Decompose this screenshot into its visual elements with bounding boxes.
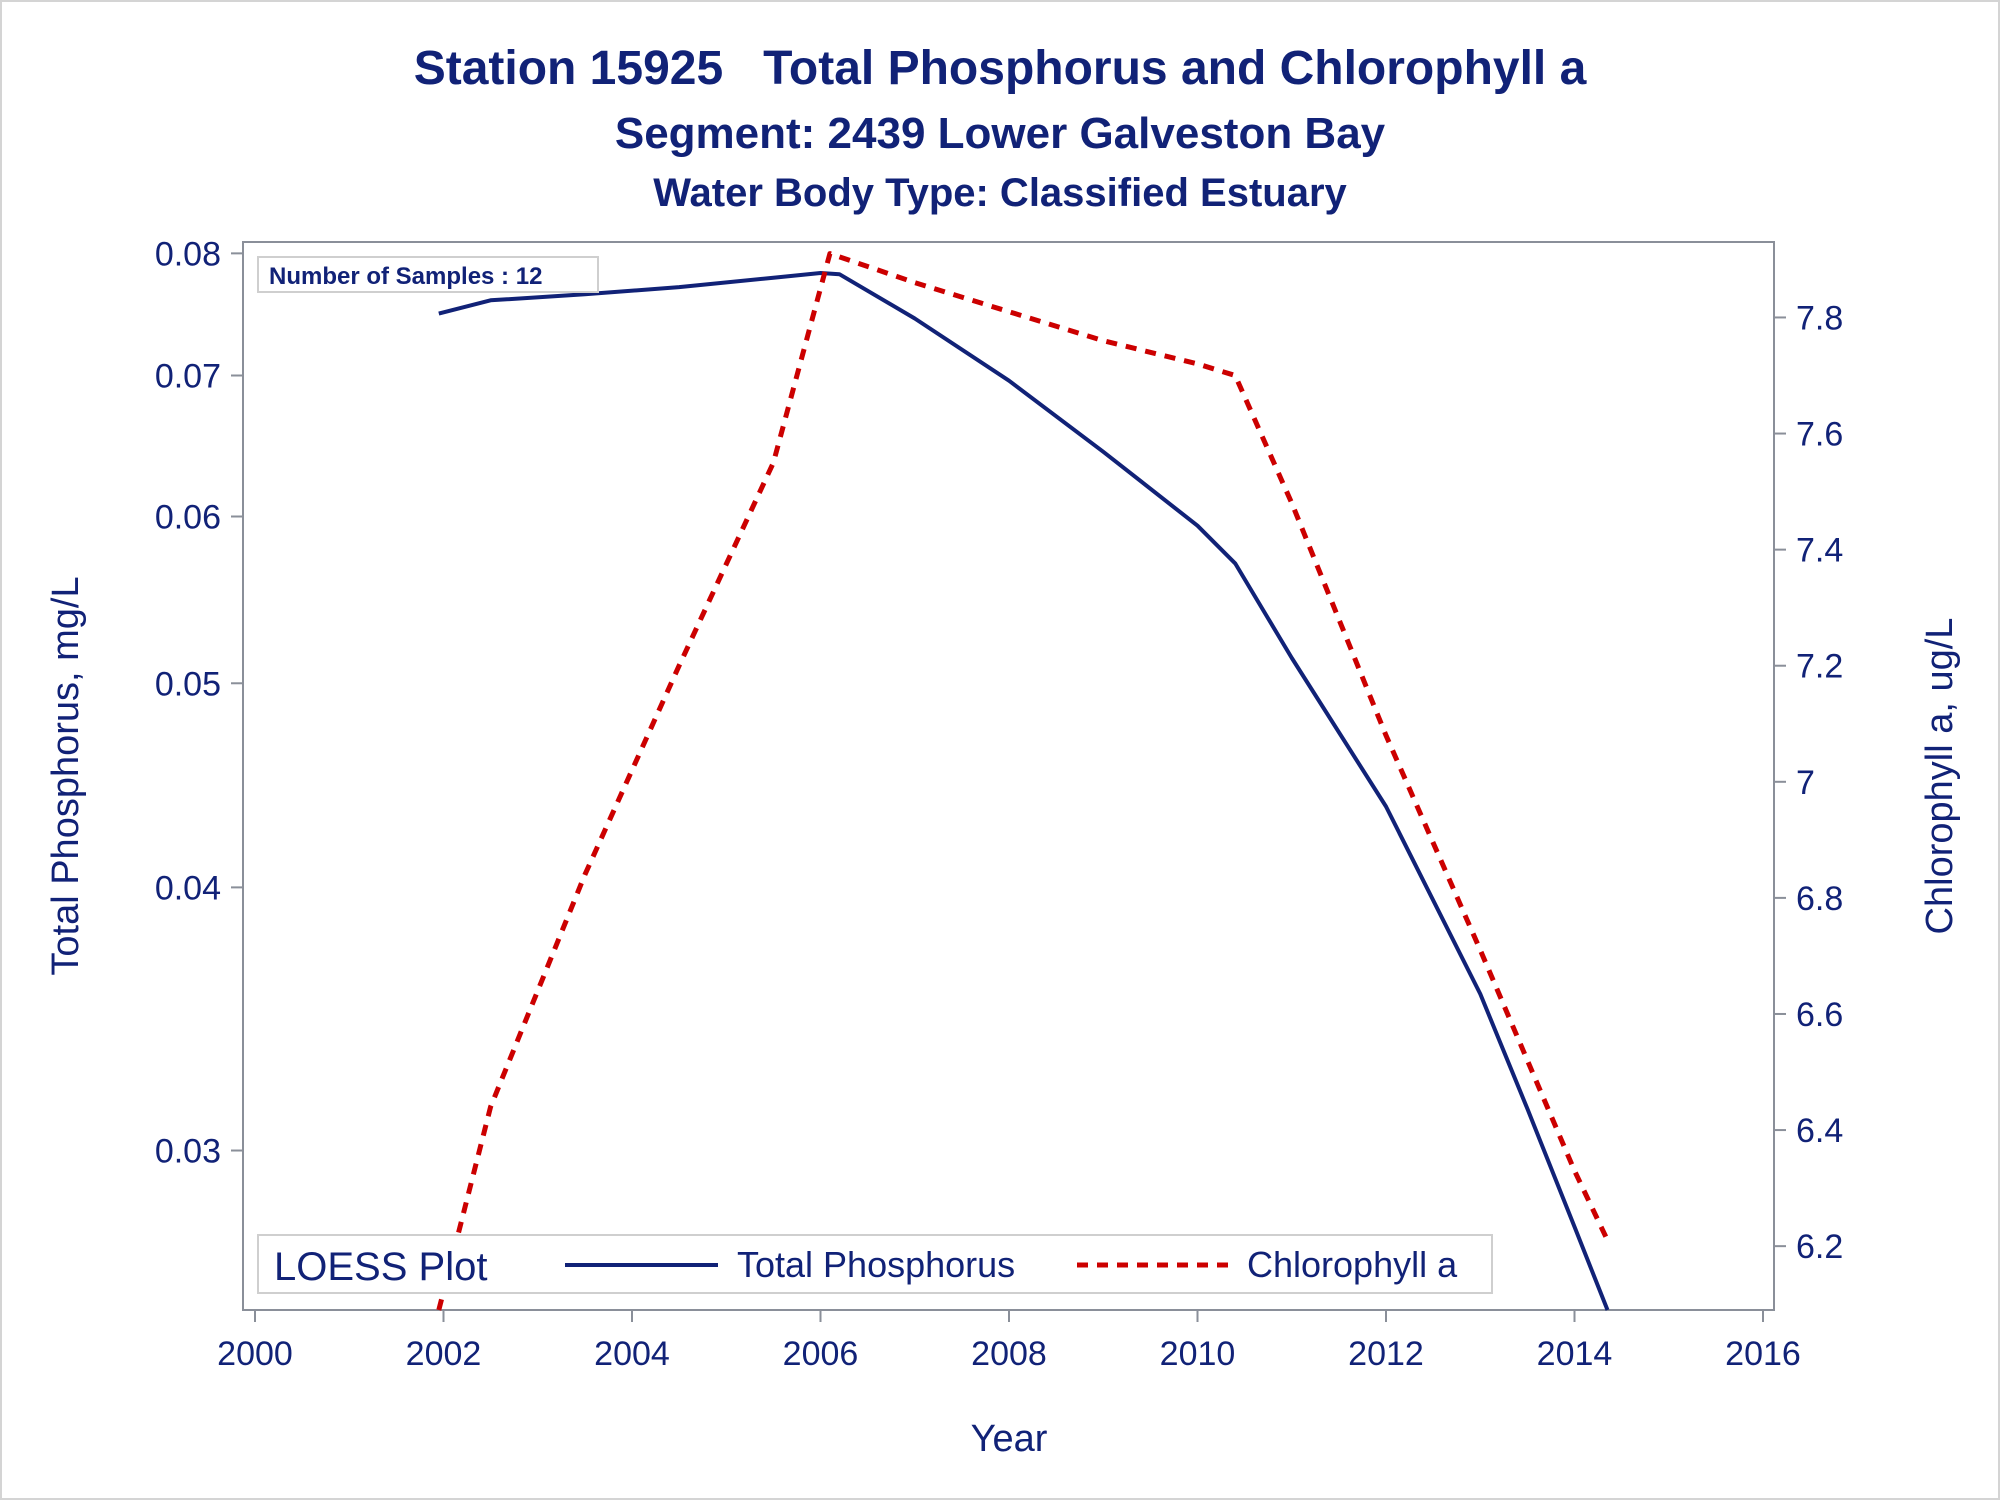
x-tick-label: 2002 bbox=[406, 1335, 482, 1373]
y-axis-right: 6.2 6.4 6.6 6.8 7 7.2 7.4 7.6 7.8 bbox=[1774, 299, 1843, 1266]
y-right-tick-label: 6.8 bbox=[1796, 880, 1843, 918]
y-left-tick-label: 0.08 bbox=[155, 235, 221, 273]
y-right-tick-label: 7.4 bbox=[1796, 532, 1843, 570]
y-right-tick-label: 6.2 bbox=[1796, 1228, 1843, 1266]
series-line-total-phosphorus bbox=[438, 271, 1610, 1311]
series-line-chlorophyll-a bbox=[436, 251, 1610, 1311]
y-axis-right-label: Chlorophyll a, ug/L bbox=[1919, 618, 1961, 935]
x-tick-label: 2006 bbox=[783, 1335, 859, 1373]
y-right-tick-label: 7.6 bbox=[1796, 416, 1843, 454]
y-left-tick-label: 0.07 bbox=[155, 358, 221, 396]
legend-box bbox=[257, 1234, 1493, 1294]
x-tick-label: 2004 bbox=[594, 1335, 670, 1373]
samples-annotation-box bbox=[257, 256, 599, 293]
legend-label-chlorophyll-a: Chlorophyll a bbox=[1247, 1244, 1458, 1285]
y-left-tick-label: 0.03 bbox=[155, 1133, 221, 1171]
y-right-tick-label: 7.8 bbox=[1796, 299, 1843, 337]
samples-annotation: Number of Samples : 12 bbox=[269, 263, 542, 290]
y-right-tick-label: 6.6 bbox=[1796, 996, 1843, 1034]
x-axis: 2000 2002 2004 2006 2008 2010 2012 2014 2016 bbox=[217, 1310, 1801, 1373]
y-left-tick-label: 0.05 bbox=[155, 665, 221, 703]
y-axis-left-label: Total Phosphorus, mg/L bbox=[45, 576, 87, 975]
x-axis-label: Year bbox=[971, 1418, 1048, 1460]
y-right-tick-label: 6.4 bbox=[1796, 1112, 1843, 1150]
y-right-tick-label: 7.2 bbox=[1796, 648, 1843, 686]
y-left-tick-label: 0.06 bbox=[155, 499, 221, 537]
series-layer bbox=[436, 251, 1610, 1311]
legend: LOESS Plot Total Phosphorus Chlorophyll … bbox=[257, 1234, 1493, 1294]
x-tick-label: 2014 bbox=[1537, 1335, 1613, 1373]
chart-subtitle: Segment: 2439 Lower Galveston Bay bbox=[615, 109, 1386, 158]
x-tick-label: 2008 bbox=[971, 1335, 1047, 1373]
x-tick-label: 2010 bbox=[1160, 1335, 1236, 1373]
legend-title: LOESS Plot bbox=[274, 1245, 487, 1289]
y-axis-left: 0.03 0.04 0.05 0.06 0.07 0.08 bbox=[155, 235, 243, 1171]
chart-subtitle-2: Water Body Type: Classified Estuary bbox=[653, 171, 1347, 215]
chart-title: Station 15925 Total Phosphorus and Chlor… bbox=[414, 42, 1587, 95]
y-left-tick-label: 0.04 bbox=[155, 869, 221, 907]
x-tick-label: 2016 bbox=[1725, 1335, 1801, 1373]
y-right-tick-label: 7 bbox=[1796, 764, 1815, 802]
legend-label-total-phosphorus: Total Phosphorus bbox=[737, 1244, 1015, 1285]
x-tick-label: 2000 bbox=[217, 1335, 293, 1373]
x-tick-label: 2012 bbox=[1348, 1335, 1424, 1373]
